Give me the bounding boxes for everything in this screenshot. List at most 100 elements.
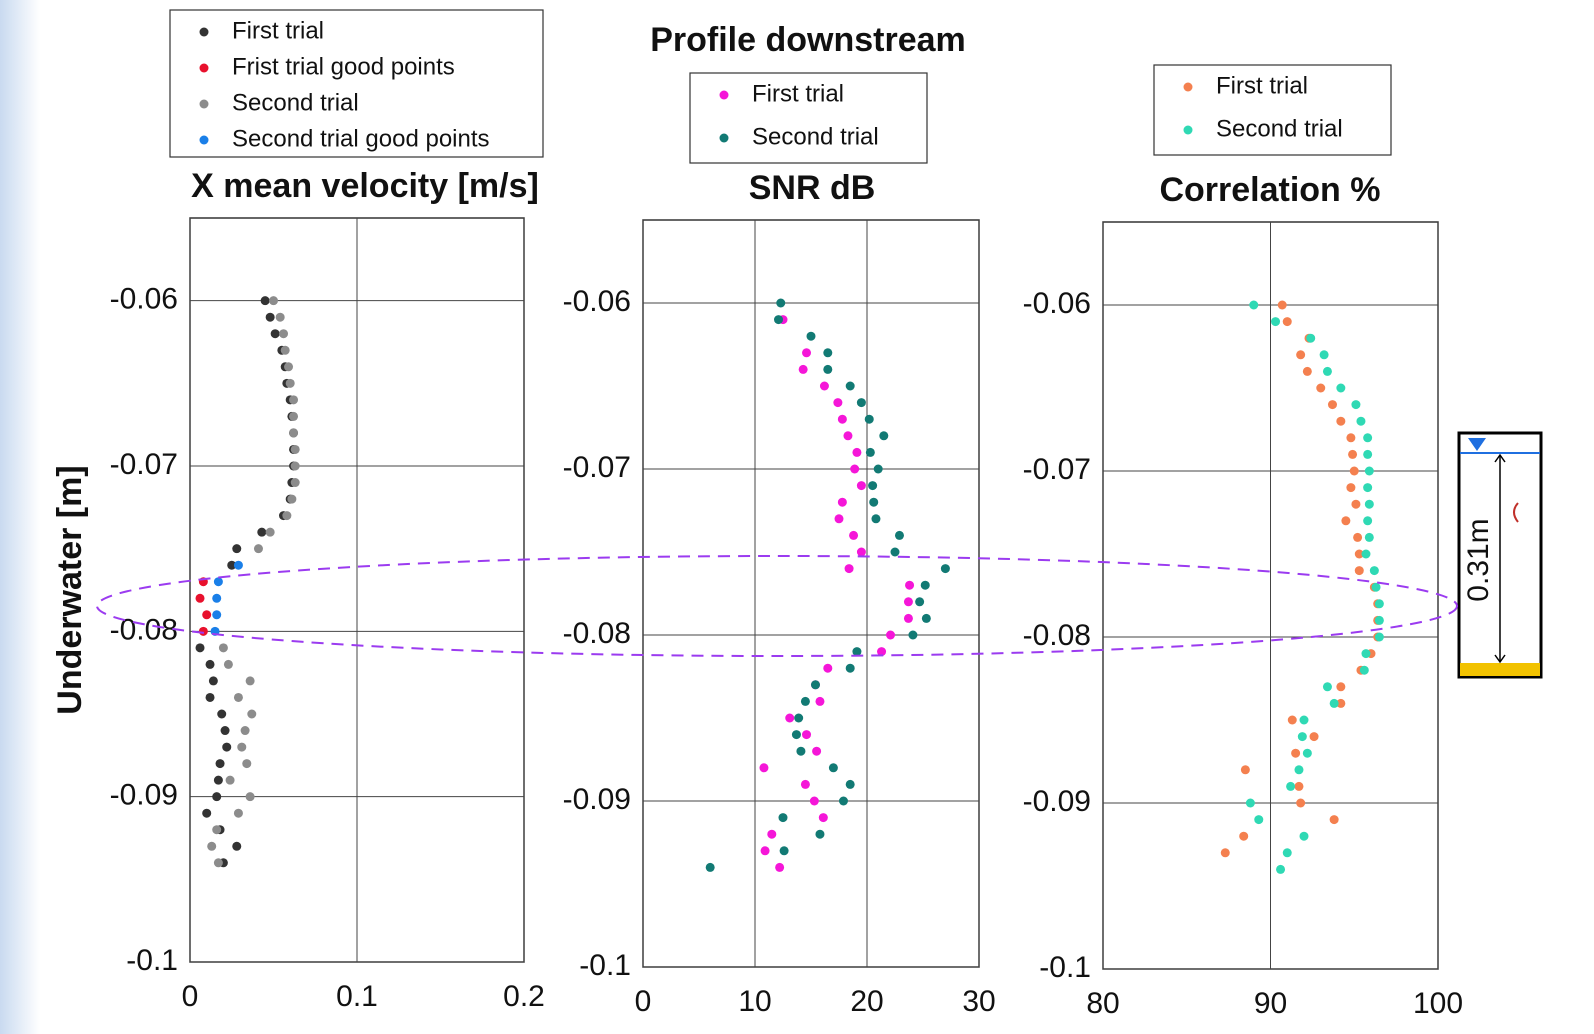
data-point bbox=[778, 813, 788, 823]
data-point bbox=[794, 713, 804, 723]
data-point bbox=[1322, 682, 1332, 692]
data-point bbox=[1363, 433, 1373, 443]
data-point bbox=[290, 461, 300, 471]
legend-label: First trial bbox=[752, 80, 844, 107]
data-point bbox=[877, 647, 887, 657]
data-point bbox=[869, 497, 879, 507]
data-point bbox=[705, 862, 715, 872]
data-point bbox=[834, 514, 844, 524]
data-point bbox=[865, 447, 875, 457]
data-point bbox=[879, 431, 889, 441]
data-point bbox=[1356, 416, 1366, 426]
arrow-head bbox=[1494, 453, 1506, 463]
bed bbox=[1460, 663, 1540, 676]
data-point bbox=[247, 709, 257, 719]
data-point bbox=[890, 547, 900, 557]
water-column-diagram: 0.31m bbox=[1457, 431, 1543, 679]
data-point bbox=[849, 530, 859, 540]
data-point bbox=[1327, 400, 1337, 410]
y-tick-label: -0.09 bbox=[563, 783, 631, 816]
x-tick-label: 30 bbox=[962, 985, 995, 1018]
data-point bbox=[1294, 765, 1304, 775]
data-point bbox=[903, 597, 913, 607]
axis-title: Correlation % bbox=[1159, 171, 1380, 209]
data-point bbox=[284, 362, 294, 372]
data-point bbox=[940, 564, 950, 574]
data-point bbox=[809, 796, 819, 806]
data-point bbox=[1277, 300, 1287, 310]
data-point bbox=[1364, 532, 1374, 542]
data-point bbox=[920, 580, 930, 590]
data-point bbox=[242, 759, 252, 769]
data-point bbox=[850, 464, 860, 474]
y-tick-label: -0.08 bbox=[1023, 619, 1091, 652]
y-tick-label: -0.06 bbox=[563, 285, 631, 318]
data-point bbox=[290, 478, 300, 488]
data-point bbox=[280, 345, 290, 355]
data-point bbox=[1287, 715, 1297, 725]
data-point bbox=[1351, 499, 1361, 509]
data-point bbox=[1302, 748, 1312, 758]
data-point bbox=[225, 775, 235, 785]
data-point bbox=[1336, 383, 1346, 393]
data-point bbox=[1329, 815, 1339, 825]
data-point bbox=[868, 481, 878, 491]
data-point bbox=[823, 348, 833, 358]
data-point bbox=[802, 730, 812, 740]
data-point bbox=[1346, 483, 1356, 493]
axis-title: X mean velocity [m/s] bbox=[191, 167, 539, 205]
data-point bbox=[818, 813, 828, 823]
data-point bbox=[1371, 582, 1381, 592]
data-point bbox=[233, 560, 243, 570]
data-point bbox=[289, 395, 299, 405]
data-point bbox=[269, 296, 278, 306]
data-point bbox=[265, 527, 275, 537]
data-point bbox=[233, 692, 243, 702]
x-tick-label: 0.1 bbox=[336, 980, 378, 1013]
data-point bbox=[282, 511, 292, 521]
data-point bbox=[815, 829, 825, 839]
data-point bbox=[1271, 317, 1281, 327]
data-point bbox=[1336, 416, 1346, 426]
legend-box bbox=[1153, 64, 1392, 156]
y-tick-label: -0.08 bbox=[563, 617, 631, 650]
data-point bbox=[1329, 698, 1339, 708]
data-point bbox=[1322, 366, 1332, 376]
data-point bbox=[810, 680, 820, 690]
plot-area bbox=[642, 219, 980, 968]
x-tick-label: 80 bbox=[1086, 987, 1119, 1020]
data-point bbox=[823, 364, 833, 374]
data-point bbox=[217, 709, 227, 719]
legend-label: Second trial good points bbox=[232, 125, 490, 152]
data-point bbox=[1240, 765, 1250, 775]
data-point bbox=[806, 331, 816, 341]
legend-label: Frist trial good points bbox=[232, 53, 455, 80]
data-point bbox=[1341, 516, 1351, 526]
data-point bbox=[779, 846, 789, 856]
data-point bbox=[798, 364, 808, 374]
data-point bbox=[289, 428, 299, 438]
data-point bbox=[767, 829, 777, 839]
data-point bbox=[1316, 383, 1326, 393]
legend-label: Second trial bbox=[1216, 115, 1343, 142]
data-point bbox=[1354, 566, 1364, 576]
arrow-head bbox=[1494, 654, 1506, 664]
data-point bbox=[253, 544, 263, 554]
data-point bbox=[785, 713, 795, 723]
x-tick-label: 20 bbox=[850, 985, 883, 1018]
data-point bbox=[1369, 566, 1379, 576]
data-point bbox=[1359, 665, 1369, 675]
y-tick-label: -0.07 bbox=[110, 448, 178, 481]
surface-marker bbox=[1468, 438, 1486, 451]
legend-marker bbox=[199, 27, 209, 37]
data-point bbox=[205, 659, 215, 669]
data-point bbox=[218, 643, 228, 653]
x-tick-label: 100 bbox=[1413, 987, 1463, 1020]
data-point bbox=[223, 659, 233, 669]
depth-label: 0.31m bbox=[1462, 518, 1495, 601]
data-point bbox=[260, 296, 270, 306]
data-point bbox=[1364, 499, 1374, 509]
legend-marker bbox=[1183, 82, 1193, 92]
data-point bbox=[871, 514, 881, 524]
